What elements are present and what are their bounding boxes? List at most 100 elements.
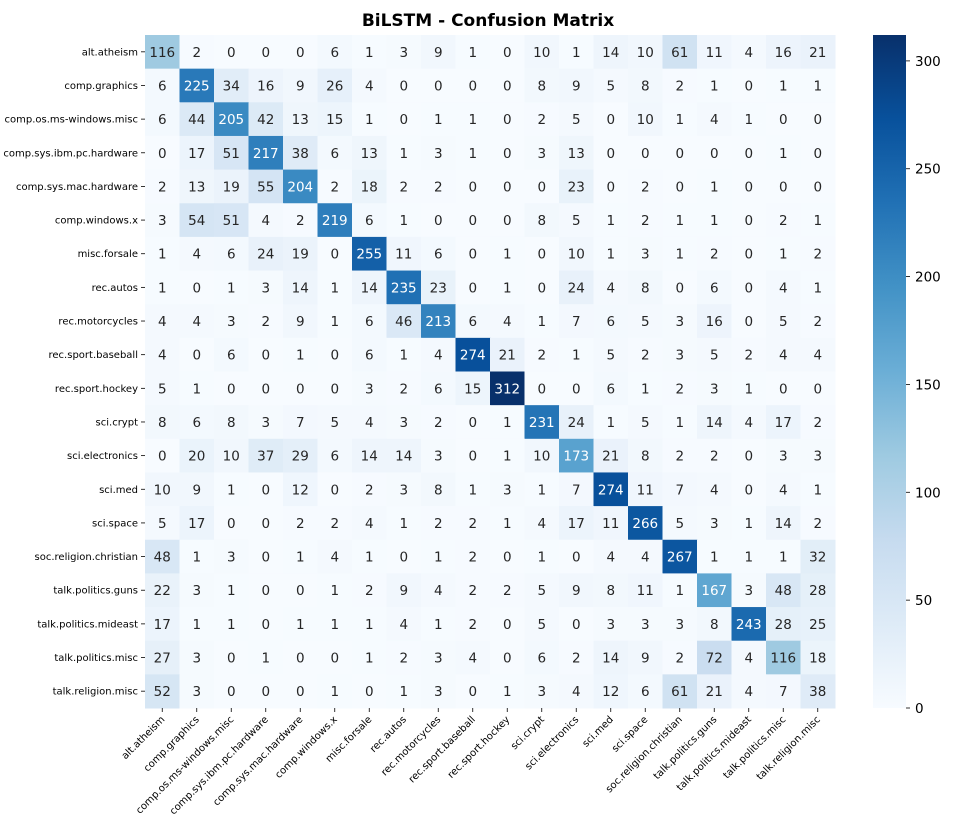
heatmap-cell <box>145 68 180 103</box>
heatmap-cell <box>179 640 215 675</box>
heatmap-cell <box>145 270 180 305</box>
heatmap-cell <box>145 438 180 473</box>
heatmap-cell <box>145 674 180 709</box>
cell-value-label: 6 <box>158 112 167 128</box>
cell-value-label: 1 <box>434 550 443 566</box>
heatmap-cell <box>524 337 560 372</box>
cell-value-label: 1 <box>330 583 339 599</box>
heatmap-cell <box>662 270 698 305</box>
cell-value-label: 11 <box>637 583 654 599</box>
heatmap-cell <box>283 35 318 70</box>
cell-value-label: 0 <box>813 381 822 397</box>
cell-value-label: 2 <box>744 348 753 364</box>
heatmap-cell <box>593 674 629 709</box>
cell-value-label: 5 <box>572 112 581 128</box>
cell-value-label: 1 <box>468 45 477 61</box>
heatmap-cell <box>421 35 456 70</box>
heatmap-cell <box>283 169 318 204</box>
cell-value-label: 44 <box>188 112 205 128</box>
heatmap-cell <box>731 539 767 574</box>
heatmap-cell <box>317 135 353 171</box>
cell-value-label: 1 <box>503 449 512 465</box>
cell-value-label: 38 <box>292 146 309 162</box>
cell-value-label: 1 <box>675 213 684 229</box>
cell-value-label: 4 <box>779 482 788 498</box>
heatmap-cell <box>593 102 629 137</box>
heatmap-cell <box>559 405 594 440</box>
x-tick-label: rec.motorcycles <box>379 714 443 778</box>
cell-value-label: 1 <box>330 617 339 633</box>
cell-value-label: 7 <box>572 314 581 330</box>
cell-value-label: 6 <box>330 45 339 61</box>
cell-value-label: 24 <box>568 415 585 431</box>
heatmap-cell <box>248 337 284 372</box>
heatmap-cell <box>248 169 284 204</box>
heatmap-cell <box>317 438 353 473</box>
heatmap-cell <box>214 68 249 103</box>
cell-value-label: 2 <box>675 78 684 94</box>
cell-value-label: 0 <box>675 179 684 195</box>
cell-value-label: 2 <box>468 516 477 532</box>
cell-value-label: 1 <box>158 247 167 263</box>
y-tick-label: talk.politics.mideast <box>37 619 138 630</box>
heatmap-cell <box>421 203 456 238</box>
cell-value-label: 2 <box>813 415 822 431</box>
heatmap-cell <box>731 405 767 440</box>
cell-value-label: 3 <box>537 146 546 162</box>
heatmap-cell <box>697 573 732 608</box>
heatmap-cell <box>421 102 456 137</box>
cell-value-label: 4 <box>779 280 788 296</box>
heatmap-cell <box>490 371 525 406</box>
heatmap-cell <box>214 506 249 541</box>
heatmap-cell <box>697 371 732 406</box>
heatmap-cell <box>214 472 249 507</box>
heatmap-cell <box>317 236 353 272</box>
heatmap-cell <box>248 405 284 440</box>
x-tick-label: comp.windows.x <box>273 714 340 781</box>
cell-value-label: 3 <box>399 415 408 431</box>
cell-value-label: 34 <box>223 78 240 94</box>
heatmap-cell <box>421 506 456 541</box>
heatmap-cell <box>524 640 560 675</box>
heatmap-cell <box>662 674 698 709</box>
heatmap-cell <box>593 169 629 204</box>
heatmap-cell <box>179 674 215 709</box>
heatmap-cell <box>800 304 836 339</box>
cell-value-label: 0 <box>261 516 270 532</box>
cell-value-label: 225 <box>184 78 210 94</box>
cell-value-label: 0 <box>503 146 512 162</box>
cell-value-label: 12 <box>292 482 309 498</box>
cell-value-label: 1 <box>744 550 753 566</box>
heatmap-cell <box>455 337 491 372</box>
cell-value-label: 8 <box>710 617 719 633</box>
heatmap-cell <box>593 472 629 507</box>
cell-value-label: 1 <box>365 651 374 667</box>
heatmap-cell <box>766 337 801 372</box>
cell-value-label: 52 <box>154 684 171 700</box>
y-tick-label: talk.politics.guns <box>53 586 138 597</box>
cell-value-label: 0 <box>744 280 753 296</box>
cell-value-label: 3 <box>399 45 408 61</box>
heatmap-cell <box>731 203 767 238</box>
cell-value-label: 1 <box>330 684 339 700</box>
cell-value-label: 0 <box>227 651 236 667</box>
heatmap-cell <box>662 607 698 642</box>
cell-value-label: 1 <box>192 550 201 566</box>
heatmap-cell <box>628 135 663 171</box>
heatmap-cell <box>800 472 836 507</box>
cell-value-label: 0 <box>572 381 581 397</box>
heatmap-cell <box>179 203 215 238</box>
heatmap-cell <box>593 371 629 406</box>
heatmap-cell <box>559 68 594 103</box>
cell-value-label: 0 <box>468 179 477 195</box>
heatmap-cell <box>214 35 249 70</box>
heatmap-cell <box>559 573 594 608</box>
cell-value-label: 0 <box>710 146 719 162</box>
cell-value-label: 1 <box>399 348 408 364</box>
heatmap-cell <box>800 539 836 574</box>
cell-value-label: 11 <box>395 247 412 263</box>
y-tick-label: comp.sys.ibm.pc.hardware <box>3 148 138 159</box>
cell-value-label: 10 <box>154 482 171 498</box>
heatmap-cell <box>352 135 387 171</box>
cell-value-label: 16 <box>706 314 723 330</box>
